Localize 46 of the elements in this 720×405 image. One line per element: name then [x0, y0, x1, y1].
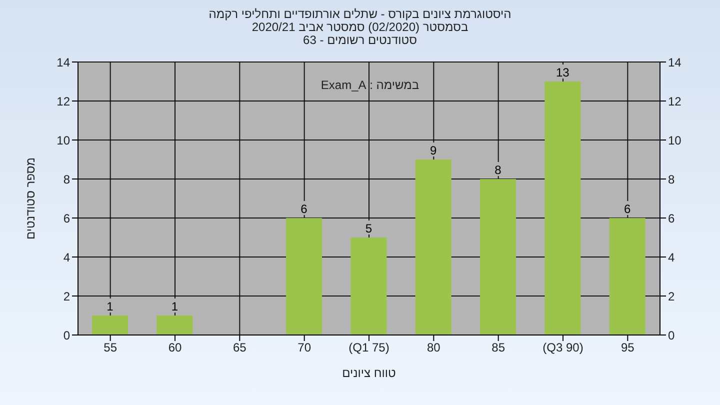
bar [92, 316, 128, 335]
x-tick-label: 60 [168, 340, 182, 355]
y-tick-label: 4 [63, 250, 70, 264]
data-label: 5 [365, 222, 372, 236]
x-tick-label: 65 [232, 340, 247, 355]
data-label: 1 [171, 300, 178, 314]
y2-tick-label: 0 [668, 328, 675, 342]
y2-tick-label: 8 [668, 172, 675, 186]
x-tick-label: 85 [492, 340, 506, 355]
x-tick-label: 80 [426, 340, 441, 355]
x-axis-title: טווח ציונים [342, 366, 396, 380]
data-label: 13 [556, 66, 570, 80]
data-label: 6 [624, 202, 631, 216]
y-tick-label: 12 [56, 94, 70, 108]
chart-subtitle: בסמסטר (02/2020) סמסטר אביב 2020/21 סטודנטים רשומים - 63 [250, 20, 470, 47]
x-tick-label: 95 [620, 340, 635, 355]
x-tick-label: 70 [298, 340, 312, 355]
y-tick-label: 6 [63, 211, 70, 226]
bar [156, 316, 193, 335]
y-tick-label: 8 [63, 172, 70, 186]
bar [350, 238, 387, 335]
bar [609, 218, 646, 335]
data-label: 6 [300, 202, 308, 216]
y-tick-label: 14 [56, 55, 70, 70]
y2-tick-label: 10 [668, 133, 682, 148]
bar [544, 82, 581, 335]
bar [480, 179, 516, 335]
y2-tick-label: 6 [668, 211, 675, 226]
x-tick-label: 55 [104, 340, 118, 355]
y2-tick-label: 14 [668, 55, 682, 70]
bar [415, 160, 452, 335]
data-label: 9 [430, 144, 437, 158]
y2-tick-label: 4 [668, 250, 675, 264]
data-label: 1 [106, 300, 114, 314]
data-label: 8 [494, 163, 502, 177]
y2-tick-label: 2 [668, 289, 675, 304]
y-tick-label: 10 [56, 133, 70, 148]
x-tick-label: (Q1 75) [348, 340, 390, 355]
y-axis-title: מספר סטודנטים [23, 157, 38, 240]
x-tick-label: (Q3 90) [542, 340, 584, 355]
y-tick-label: 2 [63, 289, 70, 304]
y2-tick-label: 12 [668, 94, 682, 108]
bar [286, 218, 322, 335]
chart-title: היסטוגרמת ציונים בקורס - שתלים אורתופדיים ותחליפי רקמה [208, 7, 512, 21]
y-tick-label: 0 [63, 328, 70, 342]
annotation: במשימה : Exam_A [320, 78, 420, 92]
